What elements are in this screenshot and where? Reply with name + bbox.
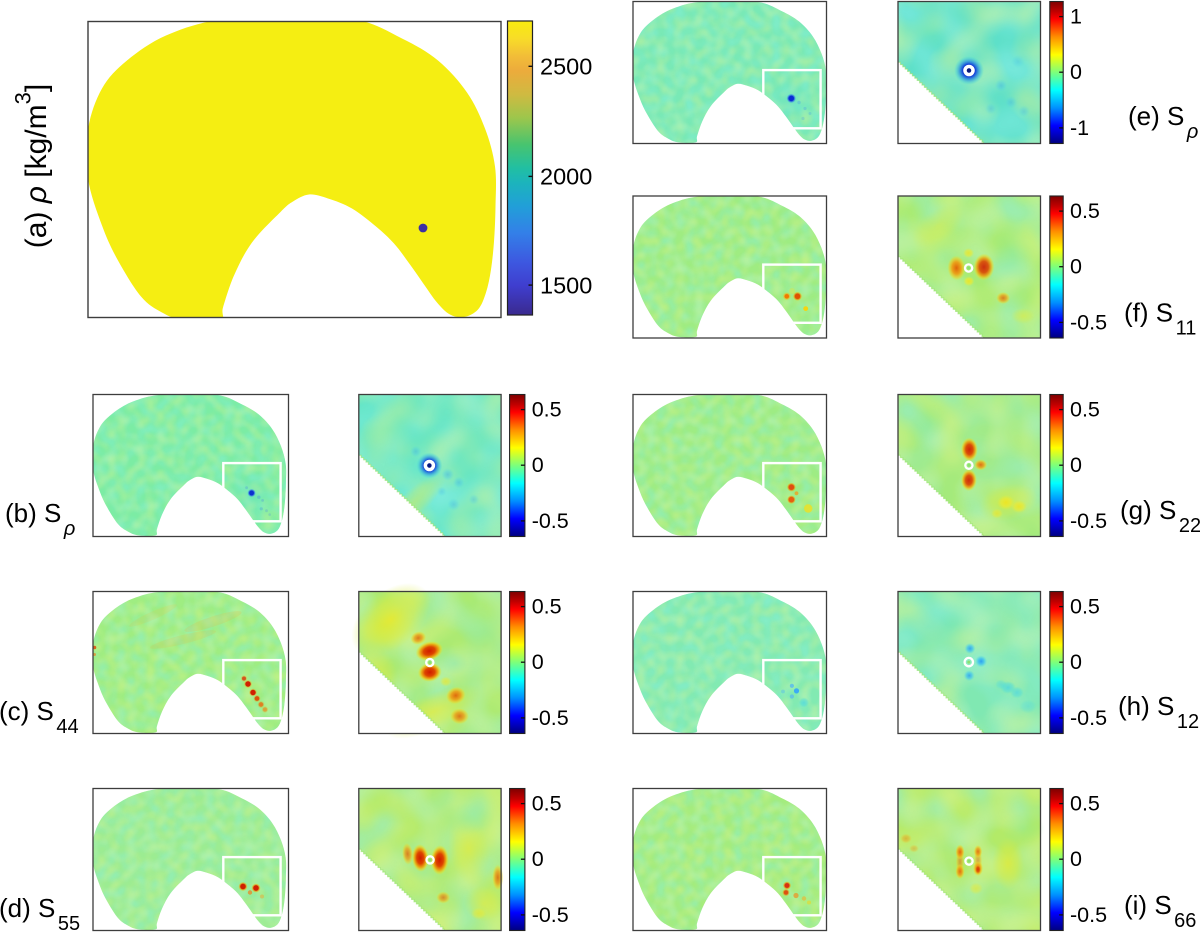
- svg-text:0: 0: [1070, 650, 1082, 674]
- svg-text:0.5: 0.5: [1070, 398, 1100, 422]
- svg-text:-0.5: -0.5: [1070, 509, 1107, 533]
- svg-text:0: 0: [1070, 847, 1082, 871]
- svg-text:0.5: 0.5: [1070, 792, 1100, 816]
- svg-text:2000: 2000: [540, 164, 592, 190]
- svg-text:0: 0: [532, 650, 544, 674]
- svg-text:0: 0: [1070, 60, 1082, 84]
- svg-text:2500: 2500: [540, 54, 592, 80]
- svg-text:-0.5: -0.5: [532, 509, 569, 533]
- svg-text:-0.5: -0.5: [1070, 310, 1107, 334]
- svg-text:0: 0: [532, 453, 544, 477]
- svg-text:(a) ρ [kg/m3]: (a) ρ [kg/m3]: [11, 84, 54, 248]
- svg-text:0.5: 0.5: [532, 595, 562, 619]
- svg-text:-0.5: -0.5: [1070, 903, 1107, 927]
- svg-text:0.5: 0.5: [532, 398, 562, 422]
- svg-text:1500: 1500: [540, 273, 592, 299]
- svg-text:-0.5: -0.5: [1070, 706, 1107, 730]
- svg-text:0: 0: [532, 847, 544, 871]
- svg-text:0.5: 0.5: [532, 792, 562, 816]
- svg-text:-1: -1: [1070, 116, 1089, 140]
- svg-text:1: 1: [1070, 5, 1082, 29]
- svg-text:0: 0: [1070, 453, 1082, 477]
- svg-text:-0.5: -0.5: [532, 706, 569, 730]
- svg-text:0: 0: [1070, 255, 1082, 279]
- svg-text:0.5: 0.5: [1070, 595, 1100, 619]
- svg-text:-0.5: -0.5: [532, 903, 569, 927]
- svg-text:0.5: 0.5: [1070, 199, 1100, 223]
